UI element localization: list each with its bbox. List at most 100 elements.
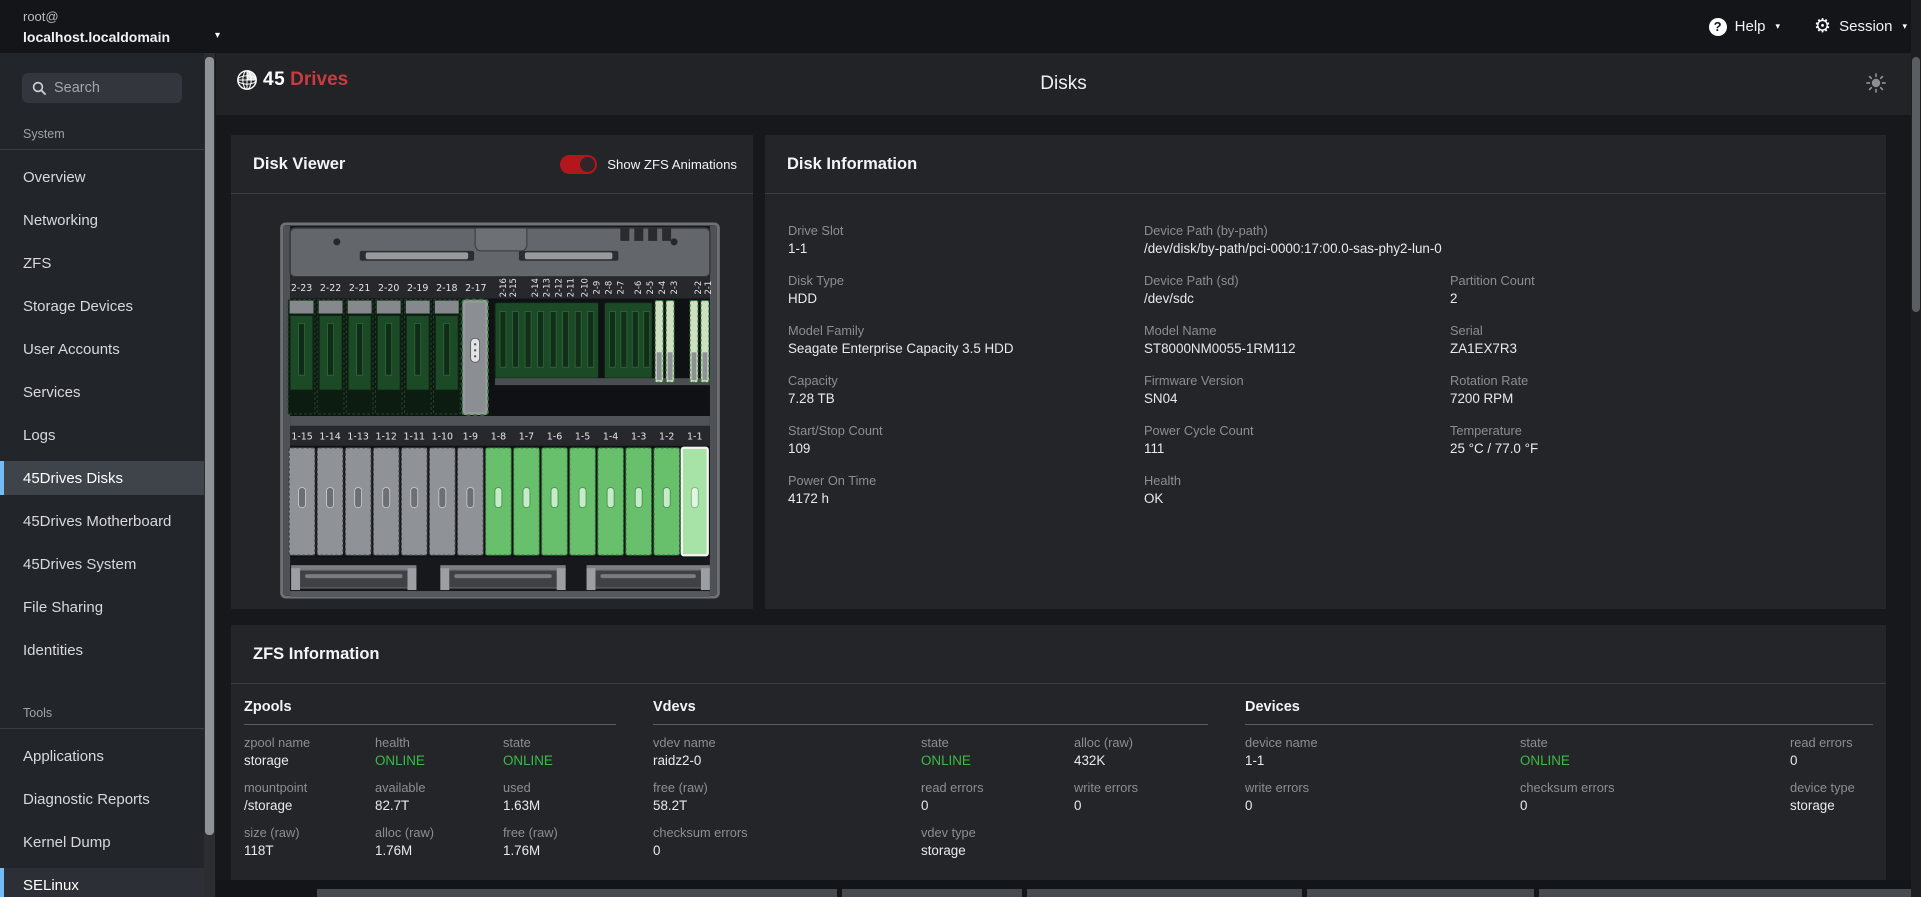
disk-information-title: Disk Information: [787, 154, 918, 173]
sidebar-item-file-sharing[interactable]: File Sharing: [23, 598, 104, 616]
sidebar-item-45drives-disks[interactable]: 45Drives Disks: [0, 461, 204, 495]
field-label: free (raw): [653, 780, 708, 795]
field-label: Partition Count: [1450, 273, 1535, 288]
search-box[interactable]: [22, 73, 182, 103]
slot-label: 2-19: [407, 283, 428, 294]
sidebar-item-kernel-dump[interactable]: Kernel Dump: [23, 833, 111, 851]
field-value: 4172 h: [788, 491, 829, 506]
page-scrollbar-thumb[interactable]: [1912, 57, 1920, 312]
slot-label: 1-9: [463, 431, 478, 442]
cutoff-section-edge: [1307, 889, 1534, 897]
page-title: Disks: [1040, 73, 1087, 94]
slot-label: 2-10: [580, 278, 590, 297]
slot-label: 1-15: [291, 431, 312, 442]
field-value: 1-1: [1245, 753, 1265, 768]
row1-gray-drives[interactable]: [288, 447, 484, 556]
field-value: /storage: [244, 798, 293, 813]
sidebar-item-selinux[interactable]: SELinux: [0, 868, 204, 897]
slot-label: 1-14: [319, 431, 340, 442]
field-label: Power On Time: [788, 473, 877, 488]
sidebar-scrollbar[interactable]: [204, 53, 215, 897]
45drives-globe-icon: [237, 70, 257, 90]
field-value: storage: [1790, 798, 1835, 813]
field-value: 0: [1520, 798, 1528, 813]
zfs-information-card: ZFS Information Zpools zpool name storage…: [231, 625, 1886, 880]
sidebar-item-overview[interactable]: Overview: [23, 168, 86, 186]
field-label: Firmware Version: [1144, 373, 1244, 388]
sidebar-item-identities[interactable]: Identities: [23, 641, 84, 659]
field-value: SN04: [1144, 391, 1178, 406]
field-value: 7200 RPM: [1450, 391, 1514, 406]
vdevs-section: Vdevs vdev name raidz2-0 state ONLINE allo…: [653, 699, 1208, 870]
sidebar-item-45drives-motherboard[interactable]: 45Drives Motherboard: [23, 512, 172, 530]
field-value: 1.63M: [503, 798, 541, 813]
session-menu[interactable]: ⚙ Session ▾: [1814, 17, 1907, 36]
sidebar-item-services[interactable]: Services: [23, 383, 81, 401]
slot-label: 2-9: [591, 281, 601, 295]
help-menu[interactable]: ? Help ▾: [1708, 17, 1780, 36]
host-switcher[interactable]: root@ localhost.localdomain ▾: [23, 7, 220, 48]
slot-label: 2-16: [498, 278, 508, 297]
field-label: free (raw): [503, 825, 558, 840]
field-value: 0: [1074, 798, 1082, 813]
sidebar-scrollbar-thumb[interactable]: [205, 57, 214, 835]
field-label: Device Path (sd): [1144, 273, 1239, 288]
ssd-drives[interactable]: [654, 300, 710, 383]
help-label: Help: [1734, 18, 1766, 35]
slot-label: 2-4: [657, 281, 667, 295]
slot-label: 2-15: [508, 278, 518, 297]
sidebar-item-networking[interactable]: Networking: [23, 211, 99, 229]
row2-empty-bays: [287, 299, 461, 415]
drive-slot-2-17[interactable]: [461, 298, 489, 416]
help-icon: ?: [1708, 17, 1727, 36]
slot-label: 1-6: [547, 431, 562, 442]
sidebar-item-logs[interactable]: Logs: [23, 426, 56, 444]
slot-label: 2-18: [436, 283, 457, 294]
app-header: 45 Drives Disks: [216, 53, 1911, 115]
slot-label: 2-2: [693, 281, 703, 295]
sidebar-item-zfs[interactable]: ZFS: [23, 254, 52, 272]
slot-label: 1-7: [519, 431, 534, 442]
cutoff-section-edge: [842, 889, 1022, 897]
theme-toggle-button[interactable]: [1865, 72, 1887, 99]
cutoff-section: [216, 880, 1911, 897]
sidebar-item-user-accounts[interactable]: User Accounts: [23, 340, 120, 358]
disk-viewer-title: Disk Viewer: [253, 154, 346, 173]
field-label: Health: [1144, 473, 1181, 488]
field-label: health: [375, 735, 410, 750]
field-label: checksum errors: [1520, 780, 1615, 795]
field-value: 58.2T: [653, 798, 688, 813]
field-value: 0: [1245, 798, 1253, 813]
brand-45: 45: [263, 69, 286, 90]
sidebar-item-applications[interactable]: Applications: [23, 747, 104, 765]
row1-pool-drives[interactable]: [484, 447, 681, 556]
page-scrollbar[interactable]: [1911, 0, 1921, 897]
field-label: Drive Slot: [788, 223, 844, 238]
brand-logo: 45 Drives: [236, 69, 348, 91]
sidebar-item-storage-devices[interactable]: Storage Devices: [23, 297, 134, 315]
field-label: device type: [1790, 780, 1855, 795]
ssd-backplane: [494, 302, 710, 386]
zfs-animations-toggle[interactable]: [560, 154, 598, 174]
slot-label: 1-10: [432, 431, 453, 442]
field-value: ZA1EX7R3: [1450, 341, 1517, 356]
field-value: /dev/disk/by-path/pci-0000:17:00.0-sas-p…: [1144, 241, 1442, 256]
field-label: alloc (raw): [1074, 735, 1134, 750]
server-chassis-diagram[interactable]: 2-23 2-22 2-21 2-20 2-19 2-18 2-17 2-16 …: [279, 221, 721, 599]
sidebar-item-45drives-system[interactable]: 45Drives System: [23, 555, 137, 573]
slot-label: 1-4: [603, 431, 618, 442]
status-value: ONLINE: [1520, 753, 1570, 768]
selected-drive-1-1[interactable]: [680, 446, 709, 557]
slot-label: 2-23: [291, 283, 312, 294]
field-label: available: [375, 780, 426, 795]
devices-title: Devices: [1245, 699, 1873, 725]
field-label: write errors: [1245, 780, 1309, 795]
gear-icon: ⚙: [1814, 16, 1832, 37]
field-value: storage: [921, 843, 966, 858]
sidebar-item-diagnostic-reports[interactable]: Diagnostic Reports: [23, 790, 150, 808]
search-input[interactable]: [54, 80, 164, 96]
slot-label: 1-5: [575, 431, 590, 442]
slot-label: 2-3: [669, 281, 679, 295]
chevron-down-icon: ▾: [215, 30, 221, 41]
